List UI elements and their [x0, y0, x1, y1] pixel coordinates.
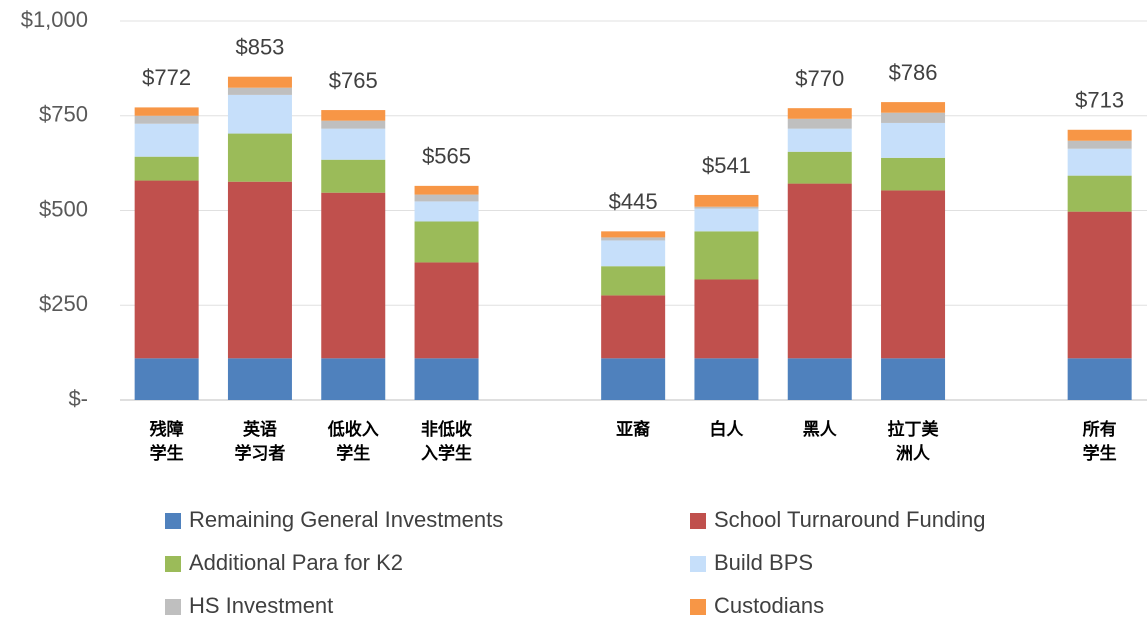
bar-segment [414, 201, 479, 222]
bar-segment [881, 358, 946, 400]
legend-swatch [690, 513, 706, 529]
legend-label: Build BPS [714, 550, 813, 575]
total-label: $772 [142, 65, 191, 90]
total-label: $853 [235, 35, 284, 60]
x-tick-label: 黑人 [802, 420, 837, 440]
bar-segment [227, 87, 292, 95]
bar-segment [787, 183, 852, 359]
bar-segment [321, 192, 386, 359]
total-label: $541 [702, 153, 751, 178]
bar-segment [1067, 129, 1132, 141]
legend-label: Remaining General Investments [189, 507, 503, 532]
bar-segment [881, 112, 946, 123]
bar-segment [134, 115, 199, 124]
y-tick-label: $250 [39, 291, 88, 316]
bar-segment [694, 279, 759, 359]
x-tick-label: 白人 [709, 420, 744, 440]
bar-segment [694, 194, 759, 207]
bar-segment [321, 110, 386, 121]
legend-swatch [165, 556, 181, 572]
bar-segment [694, 208, 759, 232]
bar-segment [1067, 211, 1132, 359]
bar-segment [601, 231, 666, 238]
bar-segment [601, 358, 666, 400]
legend-label: School Turnaround Funding [714, 507, 986, 532]
x-tick-label: 英语 学习者 [234, 420, 286, 464]
bar-segment [601, 237, 666, 241]
x-tick-label: 残障 学生 [149, 420, 184, 464]
bar-segment [1067, 148, 1132, 176]
y-tick-label: $750 [39, 102, 88, 127]
bar-segment [787, 151, 852, 184]
bar-segment [694, 231, 759, 280]
bar-segment [601, 295, 666, 359]
total-label: $786 [889, 60, 938, 85]
bar-segment [414, 185, 479, 195]
bar-segment [321, 358, 386, 400]
bar-segment [134, 180, 199, 359]
bar-segment [414, 194, 479, 202]
bar-segment [787, 118, 852, 129]
bar-segment [227, 181, 292, 359]
bar-segment [414, 221, 479, 263]
bar-segment [1067, 175, 1132, 212]
legend-swatch [690, 599, 706, 615]
bar-segment [601, 240, 666, 267]
bar-segment [1067, 140, 1132, 149]
bar-segment [881, 157, 946, 191]
legend-swatch [690, 556, 706, 572]
bar-segment [881, 190, 946, 359]
bar-segment [134, 107, 199, 116]
bar-segment [321, 128, 386, 160]
x-tick-label: 非低收 入学生 [421, 420, 473, 464]
bar-segment [694, 358, 759, 400]
bar-segment [414, 358, 479, 400]
x-tick-label: 所有 学生 [1082, 420, 1117, 464]
total-label: $765 [329, 68, 378, 93]
bar-segment [694, 206, 759, 209]
x-tick-label: 拉丁美 洲人 [887, 420, 939, 464]
bar-segment [227, 76, 292, 88]
y-tick-label: $1,000 [21, 7, 88, 32]
bar-segment [414, 262, 479, 359]
bar-segment [787, 128, 852, 152]
legend-label: HS Investment [189, 593, 333, 617]
bar-segment [227, 358, 292, 400]
total-label: $713 [1075, 88, 1124, 113]
y-tick-label: $- [68, 386, 88, 411]
x-tick-label: 亚裔 [616, 420, 651, 440]
x-tick-label: 低收入 学生 [327, 420, 379, 464]
bar-segment [227, 94, 292, 134]
legend-label: Custodians [714, 593, 824, 617]
y-tick-label: $500 [39, 196, 88, 221]
bar-segment [134, 156, 199, 181]
legend-swatch [165, 599, 181, 615]
bar-segment [321, 159, 386, 193]
bar-segment [321, 120, 386, 129]
total-label: $445 [609, 189, 658, 214]
total-label: $770 [795, 66, 844, 91]
bar-segment [134, 358, 199, 400]
legend-swatch [165, 513, 181, 529]
bar-segment [787, 358, 852, 400]
bar-segment [1067, 358, 1132, 400]
total-label: $565 [422, 144, 471, 169]
bar-segment [787, 108, 852, 119]
bar-segment [134, 123, 199, 157]
bar-segment [601, 266, 666, 296]
bar-segment [227, 133, 292, 182]
bar-segment [881, 122, 946, 158]
bar-segment [881, 102, 946, 113]
legend-label: Additional Para for K2 [189, 550, 403, 575]
